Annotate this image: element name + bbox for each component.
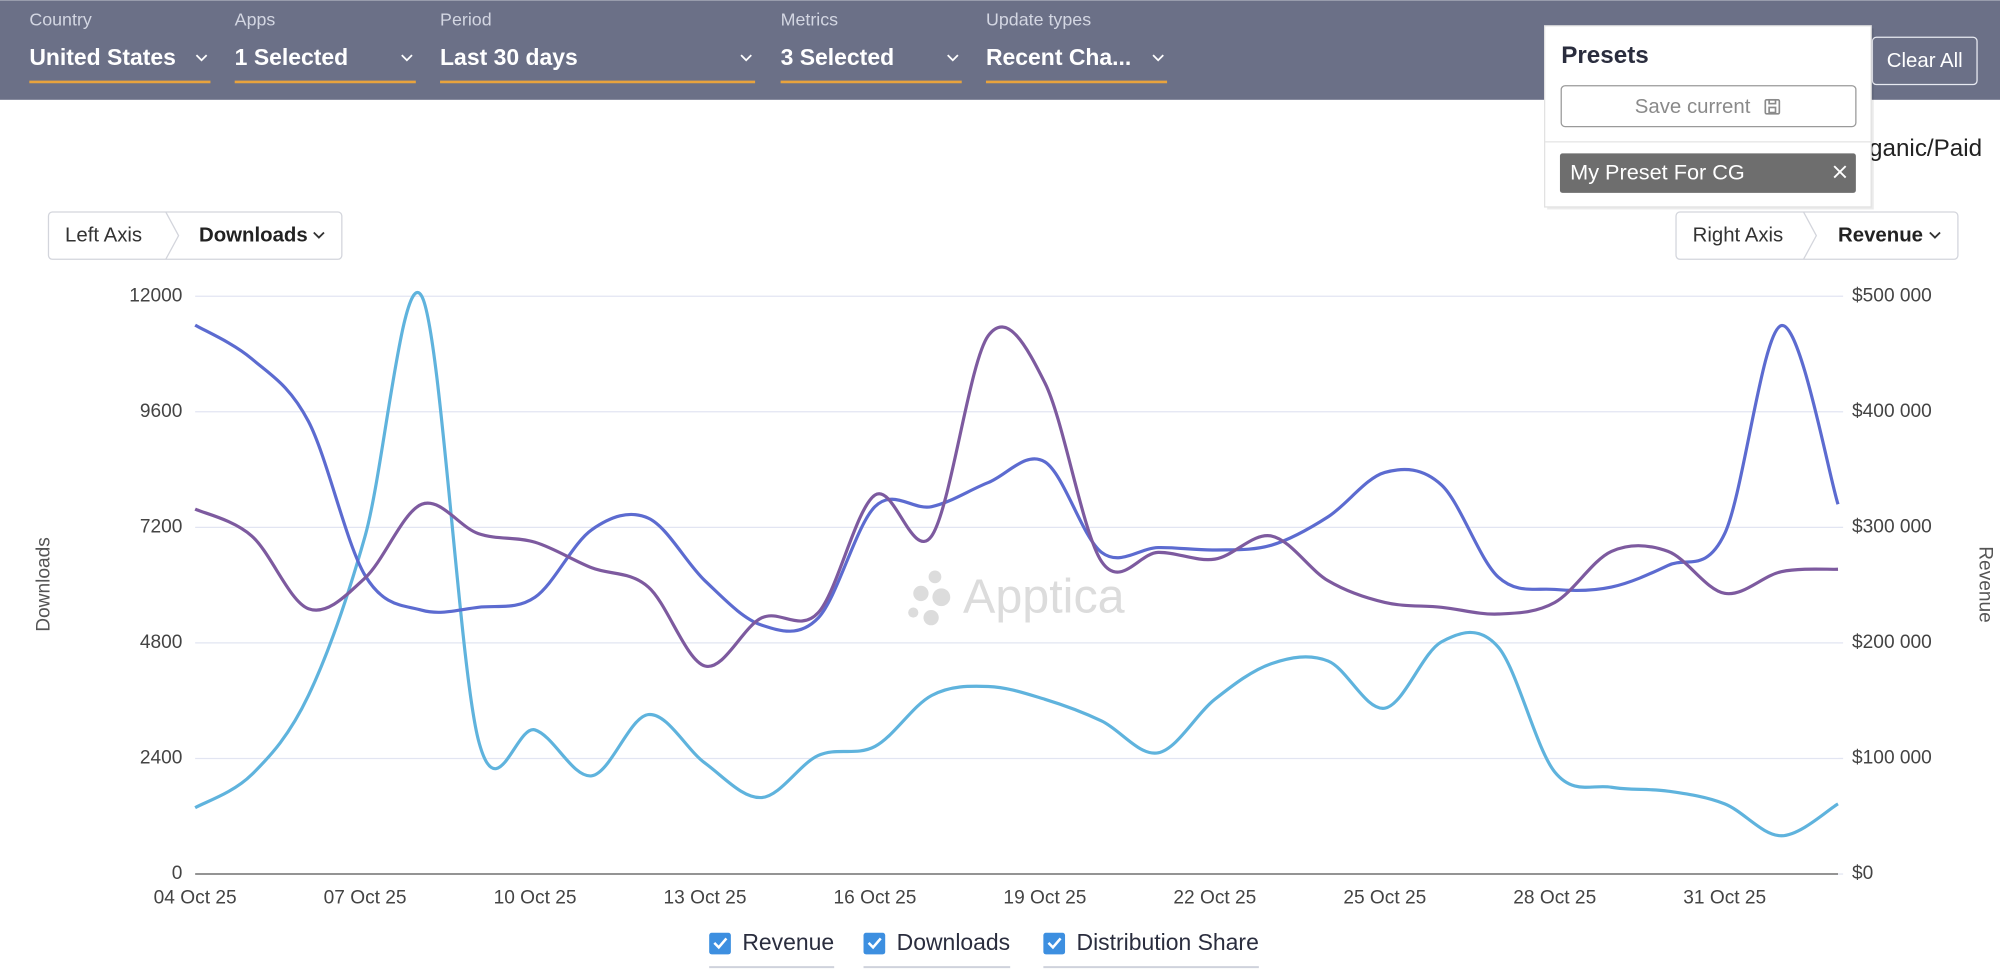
legend-label[interactable]: Revenue [742,929,834,955]
filter-label: Apps [235,9,276,29]
legend-checkbox[interactable] [709,932,731,955]
right-axis-selector[interactable]: Right Axis Revenue [1675,211,1959,260]
presets-popup: Presets Save current My Preset For CG [1544,25,1874,210]
preset-chip[interactable] [1559,153,1856,193]
save-icon [1764,98,1781,115]
filter-value[interactable]: Last 30 days [440,44,578,70]
save-button[interactable] [1560,85,1857,128]
legend-check[interactable] [867,937,882,950]
filter-value[interactable]: Recent Cha... [986,44,1131,70]
clear-all-label[interactable]: Clear All [1887,50,1963,72]
x-tick-label: 16 Oct 25 [833,887,916,908]
filter-label: Period [440,9,492,29]
watermark-text: Apptica [963,570,1125,624]
filters: Country United States Apps 1 Selected Period… [29,9,1168,84]
filter-label: Update types [986,9,1091,29]
legend-label[interactable]: Downloads [897,929,1010,955]
y-tick-label: 9600 [140,401,183,422]
left-axis-value[interactable]: Downloads [199,225,308,247]
legend-checkbox[interactable] [1043,932,1066,955]
filter-label: Metrics [781,9,839,29]
right-axis-value[interactable]: Revenue [1838,225,1923,247]
y2-tick-label: $100 000 [1852,748,1932,769]
series-line [194,323,1840,633]
y-tick-label: 2400 [140,748,183,769]
x-tick-label: 31 Oct 25 [1683,887,1766,908]
x-tick-label: 13 Oct 25 [664,887,747,908]
y-tick-label: 0 [172,863,183,884]
filter-value[interactable]: United States [29,44,176,70]
series-line [194,291,1839,838]
legend: Revenue Downloads Distribution Share [709,929,1259,969]
filter-chevron[interactable] [947,54,959,62]
x-tick-label: 19 Oct 25 [1003,887,1086,908]
x-tick-label: 28 Oct 25 [1513,887,1596,908]
legend-label[interactable]: Distribution Share [1077,929,1259,955]
chart: 0 2400 4800 7200 9600 12000 $0 $100 000 $200 000… [34,285,1996,908]
y2-tick-label: $300 000 [1852,516,1932,537]
y2-tick-label: $0 [1852,863,1873,884]
y-tick-label: 12000 [129,285,182,306]
legend-checkbox[interactable] [863,932,886,955]
right-axis-label: Right Axis [1693,225,1784,247]
filter-value[interactable]: 1 Selected [235,44,348,70]
filter-label: Country [29,9,92,29]
clear-all-button[interactable] [1871,36,1978,86]
preset-remove[interactable] [1833,165,1847,179]
y-axis-title: Downloads [34,537,55,632]
presets-title: Presets [1561,42,1649,69]
legend-check[interactable] [1047,937,1062,950]
preset-name[interactable]: My Preset For CG [1570,160,1745,185]
left-axis-label: Left Axis [65,225,142,247]
filter-chevron[interactable] [1152,54,1164,62]
x-tick-label: 10 Oct 25 [494,887,577,908]
y2-tick-label: $200 000 [1852,632,1932,653]
preset-items: My Preset For CG [1559,153,1856,193]
y2-tick-label: $500 000 [1852,285,1932,306]
y-tick-label: 4800 [140,632,183,653]
watermark: Apptica [908,570,1125,626]
x-tick-label: 04 Oct 25 [154,887,237,908]
x-tick-label: 07 Oct 25 [324,887,407,908]
save-button-label[interactable]: Save current [1635,96,1751,118]
y-tick-label: 7200 [140,516,183,537]
filter-value[interactable]: 3 Selected [781,44,894,70]
x-tick-label: 25 Oct 25 [1343,887,1426,908]
y2-tick-label: $400 000 [1852,401,1932,422]
filter-chevron[interactable] [195,54,208,62]
x-tick-label: 22 Oct 25 [1173,887,1256,908]
filter-chevron[interactable] [401,54,413,62]
legend-check[interactable] [713,937,728,950]
series-line [194,325,1839,668]
y2-axis-title: Revenue [1975,546,1996,623]
left-axis-selector[interactable]: Left Axis Downloads [47,211,343,260]
filter-chevron[interactable] [740,54,752,62]
